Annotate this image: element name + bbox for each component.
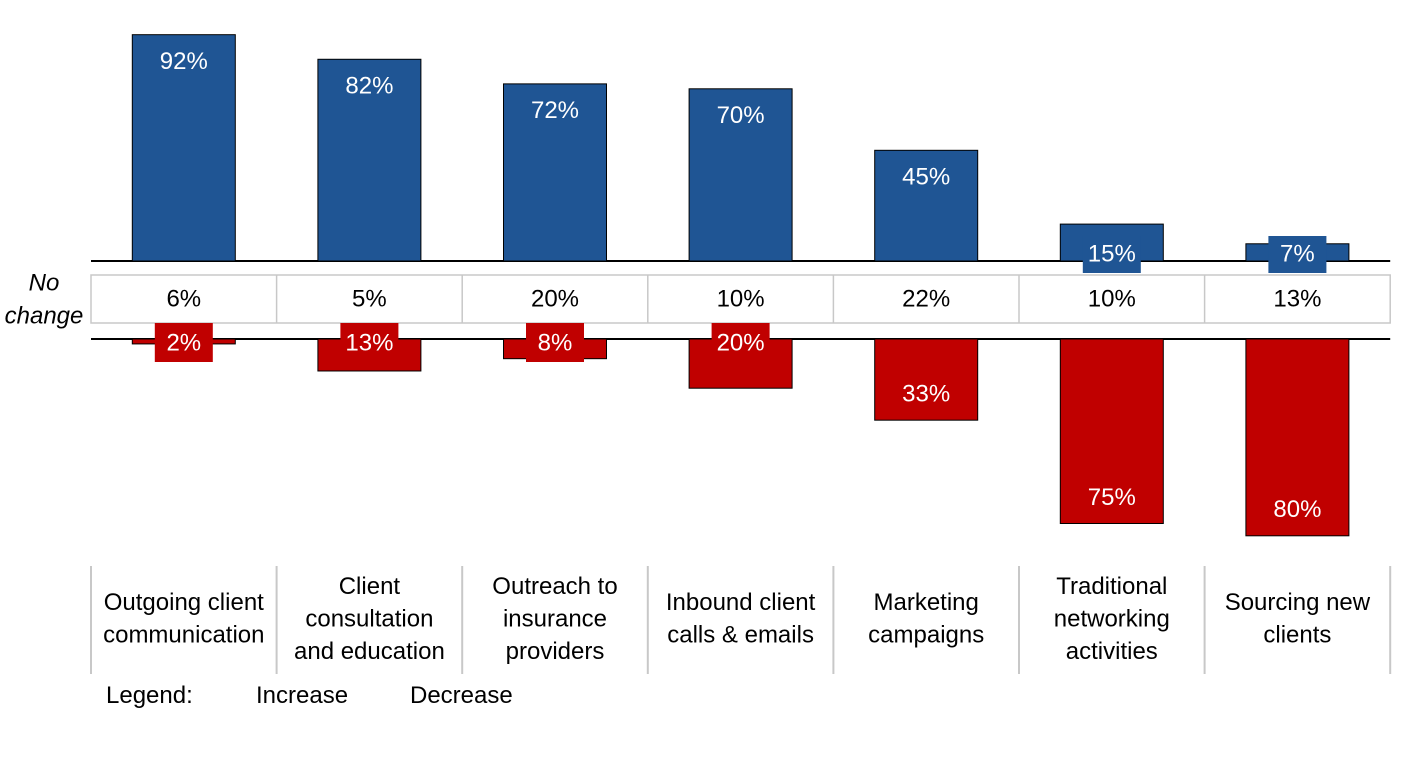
increase-value-box [1268,236,1327,273]
decrease-bar [1059,338,1164,524]
no-change-label: No [29,269,60,296]
category-label: Sourcing new [1225,589,1371,616]
no-change-band [90,274,1391,324]
decrease-value-box [711,323,770,362]
category-label: clients [1263,622,1331,649]
increase-bar [317,58,422,262]
decrease-value-label: 13% [345,329,393,356]
no-change-value: 22% [902,285,950,312]
no-change-label: change [5,302,84,329]
category-label: Inbound client [666,589,816,616]
increase-value-box [1082,236,1141,273]
decrease-value-box [154,323,213,362]
increase-value-label: 92% [160,48,208,75]
category-label: networking [1054,605,1170,632]
legend-title: Legend: [106,682,193,709]
category-label: communication [103,622,264,649]
decrease-value-label: 80% [1273,496,1321,523]
increase-value-label: 82% [345,73,393,100]
category-label: calls & emails [667,622,814,649]
legend-decrease-label: Decrease [410,682,513,709]
category-label: Traditional [1056,573,1167,600]
increase-bar [131,34,236,262]
no-change-value: 6% [166,285,201,312]
decrease-value-box [526,323,584,362]
decrease-value-label: 2% [166,329,201,356]
no-change-value: 5% [352,285,387,312]
no-change-value: 13% [1273,285,1321,312]
decrease-value-label: 33% [902,381,950,408]
category-label: activities [1066,638,1158,665]
increase-bar [503,83,607,262]
increase-value-label: 45% [902,164,950,191]
legend-increase-label: Increase [256,682,349,709]
increase-bar [688,88,793,262]
decrease-value-label: 75% [1088,484,1136,511]
category-label: Outreach to [492,573,617,600]
category-label: and education [294,638,445,665]
category-label: consultation [305,605,433,632]
category-label: Outgoing client [104,589,264,616]
no-change-value: 10% [717,285,765,312]
decrease-value-label: 20% [717,329,765,356]
increase-value-label: 15% [1088,240,1136,267]
category-label: Client [339,573,401,600]
decrease-value-box [340,323,399,362]
increase-value-label: 72% [531,97,579,124]
no-change-value: 10% [1088,285,1136,312]
increase-value-label: 7% [1280,240,1315,267]
decrease-bar [1245,338,1350,537]
no-change-value: 20% [531,285,579,312]
category-label: Marketing [874,589,979,616]
decrease-bar [874,338,979,421]
increase-bar [874,149,979,262]
increase-value-label: 70% [717,102,765,129]
category-label: campaigns [868,622,984,649]
decrease-value-label: 8% [538,329,573,356]
category-label: insurance [503,605,607,632]
category-label: providers [506,638,605,665]
